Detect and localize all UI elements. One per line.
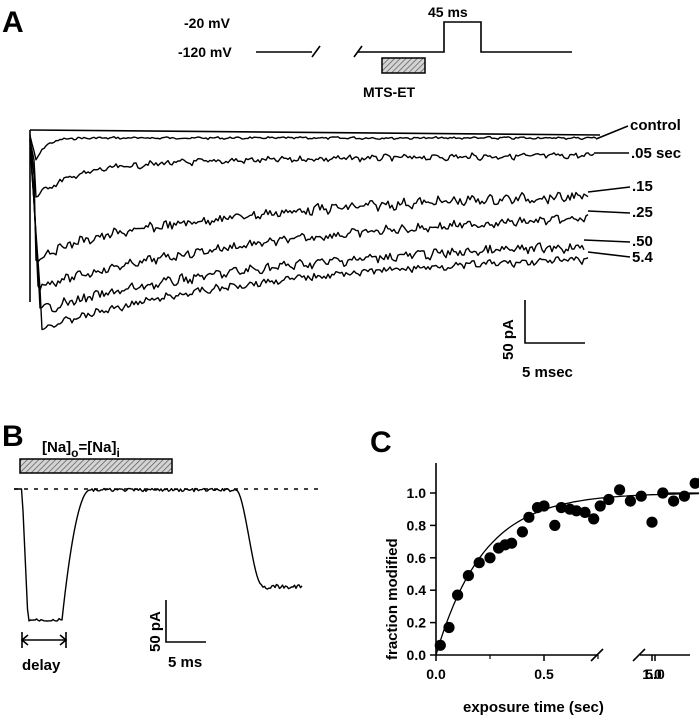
mts-et-bar: [381, 57, 426, 74]
data-point: [678, 490, 691, 502]
trace-labels: control .05 sec .15 .25 .50 5.4: [583, 117, 681, 266]
trace-panel-b: [14, 487, 303, 622]
data-point: [657, 487, 669, 499]
data-point: [668, 495, 680, 507]
trace-label-0.25: .25: [632, 204, 653, 221]
y-tick-label: 0.0: [407, 647, 427, 663]
trace-0.05-sec: [29, 140, 595, 198]
scale-current-label-b: 50 pA: [147, 611, 164, 652]
x-tick-label: 0.5: [534, 666, 554, 682]
data-point: [555, 502, 567, 514]
x-tick-label: 5.0: [645, 666, 665, 682]
x-axis-break: [632, 648, 646, 662]
y-tick-label: 0.6: [407, 550, 427, 566]
holding-voltage-label: -120 mV: [178, 44, 232, 60]
data-point: [473, 557, 485, 569]
arrow-control: [595, 125, 629, 140]
chart-fraction-modified: fraction modified exposure time (sec) 0.…: [384, 463, 699, 716]
data-point: [588, 513, 600, 525]
data-point: [594, 500, 606, 512]
scale-current-label: 50 pA: [500, 319, 517, 360]
bar-label: [Na]o=[Na]i: [42, 439, 120, 460]
test-voltage-label: -20 mV: [184, 15, 231, 31]
data-point: [624, 495, 637, 507]
data-point: [635, 490, 647, 502]
y-tick-label: 1.0: [407, 485, 427, 501]
scale-bar-b: 50 pA 5 ms: [147, 600, 206, 671]
axis-break-mark: [311, 45, 321, 58]
data-point: [689, 477, 699, 489]
data-point: [523, 511, 535, 523]
panel-b-label: B: [2, 420, 24, 453]
bar-label-sub-o: o: [71, 446, 78, 460]
data-point: [443, 621, 455, 634]
voltage-step: [358, 21, 572, 53]
voltage-protocol: -20 mV -120 mV 45 ms MTS-ET: [178, 4, 572, 100]
trace-label-0.50: .50: [632, 233, 653, 250]
data-point: [434, 639, 446, 651]
y-tick-label: 0.4: [407, 582, 427, 598]
bar-label-na-o: [Na]: [42, 439, 71, 456]
trace-0.50: [29, 140, 585, 313]
data-point: [646, 516, 658, 528]
x-axis-label: exposure time (sec): [463, 699, 604, 716]
mts-et-label: MTS-ET: [363, 84, 416, 100]
scale-time-label: 5 msec: [522, 364, 573, 381]
trace-0.15: [29, 140, 589, 263]
data-point: [506, 537, 518, 549]
trace-5.4: [29, 138, 589, 331]
trace-0.25: [29, 134, 589, 291]
scale-bar-a: 50 pA 5 msec: [500, 300, 585, 381]
baseline-line: [29, 129, 601, 136]
solution-exchange-bar: [19, 458, 173, 474]
data-point: [570, 505, 583, 517]
data-point: [579, 506, 591, 518]
scale-bar-lines: [524, 300, 585, 344]
trace-label-0.05: .05 sec: [631, 145, 681, 162]
arrow-0.15: [587, 186, 631, 193]
x-axis-break: [590, 648, 604, 662]
trace-control: [29, 135, 597, 161]
arrow-0.50: [583, 239, 631, 243]
bar-label-sub-i: i: [116, 446, 119, 460]
data-point: [538, 500, 550, 512]
data-point: [614, 484, 626, 496]
data-point: [484, 552, 496, 564]
trace-label-5.4: 5.4: [632, 249, 654, 266]
y-tick-label: 0.8: [407, 517, 427, 533]
scale-time-label-b: 5 ms: [168, 654, 202, 671]
x-tick-label: 0.0: [426, 666, 446, 682]
current-traces: [29, 129, 601, 331]
bar-label-na-i: =[Na]: [79, 439, 117, 456]
delay-label: delay: [22, 657, 61, 674]
y-axis-label: fraction modified: [384, 538, 401, 660]
svg-text:[Na]o=[Na]i: [Na]o=[Na]i: [42, 439, 120, 460]
arrow-0.25: [587, 210, 631, 214]
trace-label-control: control: [630, 117, 681, 134]
fit-curve: [435, 492, 699, 656]
trace-label-0.15: .15: [632, 178, 653, 195]
y-tick-label: 0.2: [407, 615, 427, 631]
x-tick-label: 1.0: [642, 666, 662, 682]
arrow-5.4: [587, 251, 631, 258]
data-point: [452, 589, 464, 601]
delay-marker: delay: [20, 632, 68, 674]
data-point: [603, 493, 615, 506]
data-point: [462, 570, 474, 582]
data-point: [516, 526, 529, 538]
scale-bar-lines: [165, 600, 206, 643]
pulse-duration-label: 45 ms: [428, 4, 468, 20]
panel-a-label: A: [2, 6, 24, 39]
data-point: [549, 519, 561, 532]
panel-c-label: C: [370, 426, 392, 459]
